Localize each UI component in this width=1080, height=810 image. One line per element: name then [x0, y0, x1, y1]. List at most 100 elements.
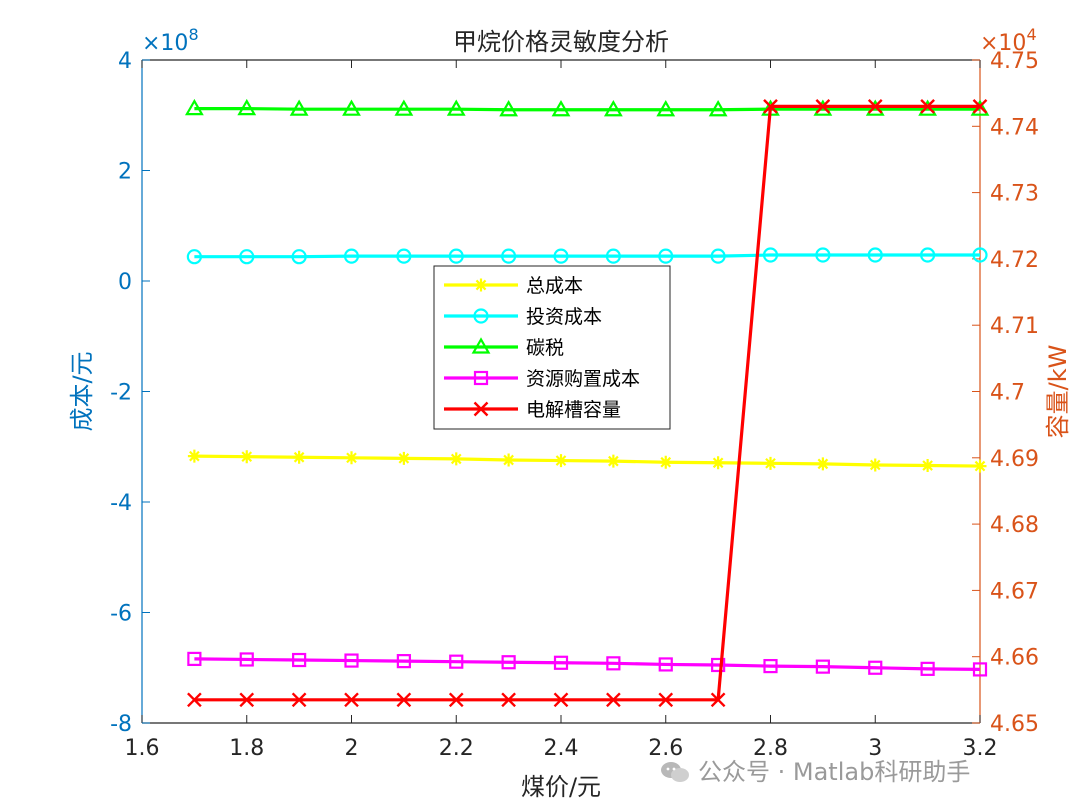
series-3 [187, 651, 988, 677]
y-right-tick-label: 4.67 [990, 579, 1039, 604]
data-point [658, 692, 674, 708]
y-right-tick-label: 4.72 [990, 248, 1039, 273]
data-point [345, 451, 358, 465]
data-point [239, 692, 255, 708]
data-point [553, 248, 569, 264]
y-left-tick-label: -6 [110, 602, 132, 627]
data-point [184, 98, 204, 116]
data-point [397, 451, 411, 465]
y-right-tick-label: 4.7 [990, 381, 1025, 406]
data-point [918, 99, 938, 116]
data-point [865, 99, 885, 116]
y-right-tick-label: 4.66 [990, 646, 1039, 671]
series-0 [187, 449, 987, 473]
x-tick-label: 2.4 [544, 736, 579, 761]
data-point [289, 99, 309, 116]
data-point [656, 100, 676, 117]
y-left-tick-label: 4 [118, 49, 132, 74]
y-right-tick-label: 4.65 [990, 712, 1039, 737]
data-point [658, 657, 673, 672]
series-line [194, 107, 980, 112]
data-point [659, 455, 673, 469]
y-right-tick-label: 4.68 [990, 513, 1039, 538]
y-left-tick-label: 0 [118, 270, 132, 295]
data-point [448, 692, 464, 708]
data-point [972, 99, 988, 114]
data-point [972, 662, 988, 677]
data-point [813, 99, 833, 116]
legend-marker [471, 337, 491, 354]
data-point [344, 653, 359, 668]
data-point [554, 454, 568, 468]
data-point [448, 248, 464, 264]
data-point [606, 656, 621, 671]
legend-item: 总成本 [444, 275, 583, 297]
data-point [816, 457, 830, 471]
data-point [606, 692, 621, 708]
data-point [499, 100, 519, 117]
data-point [501, 655, 516, 670]
y-left-tick-label: 2 [118, 160, 132, 185]
data-point [501, 692, 516, 708]
data-point [187, 449, 201, 463]
series-line [194, 253, 980, 259]
data-point [343, 248, 360, 264]
data-point [711, 657, 726, 673]
data-point [446, 99, 466, 116]
y-right-tick-label: 4.71 [990, 314, 1039, 339]
legend-label: 资源购置成本 [526, 368, 640, 390]
y-left-axis-label: 成本/元 [68, 351, 96, 431]
legend-label: 电解槽容量 [526, 399, 621, 421]
data-point [710, 248, 726, 264]
legend-item: 电解槽容量 [444, 399, 621, 421]
data-point [239, 249, 255, 265]
data-point [711, 456, 725, 470]
y-left-tick-label: -8 [110, 712, 132, 737]
data-point [187, 692, 202, 708]
legend-label: 碳税 [526, 337, 564, 359]
data-point [658, 248, 674, 264]
data-point [551, 100, 571, 117]
x-tick-label: 2 [345, 736, 359, 761]
data-point [921, 459, 935, 473]
x-tick-label: 2.6 [648, 736, 683, 761]
series-1 [186, 247, 988, 265]
wechat-icon [660, 760, 690, 784]
data-point [187, 651, 202, 667]
data-point [344, 692, 359, 708]
data-point [291, 249, 307, 265]
legend-marker [473, 308, 489, 324]
data-point [553, 692, 569, 708]
data-point [920, 247, 936, 263]
y-right-axis-label: 容量/kW [1044, 345, 1072, 439]
data-point [708, 100, 728, 117]
legend-label: 总成本 [526, 275, 583, 297]
data-point [710, 692, 726, 708]
left-axis-exponent: ×108 [142, 25, 199, 56]
series-layer [184, 98, 990, 708]
data-point [764, 456, 777, 470]
data-point [292, 450, 306, 464]
x-tick-label: 3 [868, 736, 882, 761]
legend-marker [473, 370, 489, 386]
data-point [868, 458, 882, 472]
data-point [867, 99, 883, 114]
text-layer: 1.6 1.8 2 2.2 2.4 2.6 2.8 3 3.2 -8 -6 -4 -2 0 2 4 4.65 4.… [68, 25, 1072, 801]
series-4 [187, 99, 988, 708]
watermark-text: 公众号 · Matlab科研助手 [698, 758, 971, 786]
data-point [763, 99, 778, 114]
x-axis-label: 煤价/元 [521, 773, 601, 801]
data-point [553, 655, 569, 670]
data-point [763, 658, 778, 674]
legend-item: 碳税 [444, 337, 564, 359]
data-point [342, 99, 361, 116]
data-point [396, 692, 412, 708]
series-line [194, 657, 981, 672]
data-point [396, 248, 412, 264]
data-point [603, 100, 623, 117]
data-point [762, 247, 779, 263]
data-point [239, 652, 254, 667]
x-tick-label: 2.2 [439, 736, 474, 761]
data-point [920, 99, 935, 114]
series-2 [184, 98, 990, 117]
